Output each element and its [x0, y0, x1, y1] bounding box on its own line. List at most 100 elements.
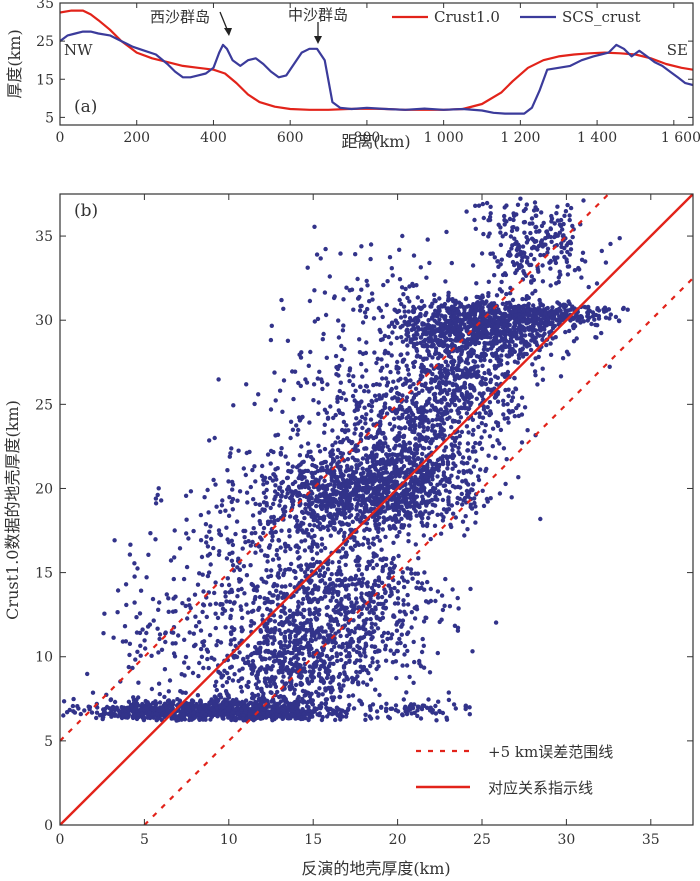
scatter-point	[394, 335, 400, 341]
scatter-point	[391, 555, 396, 561]
scatter-point	[440, 380, 446, 386]
scatter-point	[506, 420, 511, 425]
scatter-point	[498, 362, 504, 367]
scatter-point	[214, 643, 219, 648]
scatter-point	[479, 446, 485, 451]
scatter-point	[308, 507, 313, 512]
panel-a-x-axis-title: 距离(km)	[341, 132, 410, 151]
scatter-point	[542, 331, 547, 336]
scatter-point	[195, 712, 200, 717]
scatter-point	[403, 409, 408, 415]
scatter-point	[427, 458, 433, 464]
scatter-point	[368, 632, 373, 637]
scatter-point	[212, 657, 217, 662]
scatter-point	[410, 576, 415, 581]
scatter-point	[312, 523, 317, 528]
scatter-point	[332, 484, 337, 489]
scatter-point	[422, 356, 427, 361]
scatter-point	[330, 516, 335, 521]
scatter-point	[290, 650, 295, 656]
scatter-point	[440, 607, 446, 613]
scatter-point	[383, 708, 389, 714]
scatter-point	[259, 706, 264, 711]
scatter-point	[423, 479, 428, 484]
scatter-point	[369, 501, 375, 506]
scatter-point	[300, 700, 306, 705]
scatter-point	[293, 479, 298, 485]
scatter-point	[416, 556, 421, 561]
scatter-point	[281, 674, 286, 679]
scatter-point	[504, 457, 509, 462]
scatter-point	[495, 421, 501, 426]
scatter-point	[347, 702, 352, 708]
scatter-point	[293, 575, 298, 581]
scatter-point	[283, 549, 288, 554]
scatter-point	[301, 596, 306, 602]
scatter-point	[225, 670, 230, 676]
scatter-point	[226, 715, 231, 720]
scatter-point	[70, 703, 76, 709]
scatter-point	[270, 697, 276, 702]
scatter-point	[431, 392, 437, 397]
scatter-point	[456, 606, 461, 611]
scatter-point	[258, 687, 264, 692]
scatter-point	[191, 710, 196, 715]
scatter-point	[471, 482, 476, 487]
scatter-point	[383, 598, 389, 604]
scatter-point	[364, 412, 369, 417]
scatter-point	[383, 590, 388, 596]
scatter-point	[512, 326, 517, 332]
scatter-point	[389, 560, 394, 566]
scatter-point	[404, 711, 410, 717]
scatter-point	[64, 710, 70, 715]
scatter-point	[433, 486, 438, 491]
scatter-point	[361, 618, 366, 624]
scatter-point	[330, 591, 335, 596]
scatter-point	[388, 706, 393, 711]
scatter-point	[291, 622, 296, 627]
scatter-point	[346, 473, 352, 478]
scatter-point	[389, 589, 394, 595]
scatter-point	[408, 480, 414, 485]
scatter-point	[244, 716, 249, 722]
scatter-point	[468, 586, 473, 592]
scatter-point	[439, 593, 445, 598]
scatter-point	[319, 652, 325, 657]
scatter-point	[381, 630, 387, 636]
scatter-point	[376, 583, 381, 589]
scatter-point	[501, 446, 507, 451]
scatter-point	[421, 339, 426, 344]
scatter-point	[417, 586, 422, 591]
scatter-point	[380, 527, 385, 532]
scatter-point	[466, 430, 471, 435]
scatter-point	[94, 715, 99, 721]
scatter-point	[328, 706, 333, 712]
scatter-point	[426, 471, 432, 477]
scatter-point	[276, 708, 281, 714]
scatter-point	[407, 674, 412, 680]
scatter-point	[237, 489, 243, 494]
scatter-point	[356, 542, 362, 547]
scatter-point	[376, 488, 381, 493]
scatter-point	[449, 359, 454, 365]
scatter-point	[437, 481, 443, 486]
scatter-point	[108, 697, 113, 703]
scatter-point	[263, 680, 268, 686]
scatter-point	[307, 650, 312, 656]
scatter-point	[510, 390, 516, 395]
scatter-point	[311, 665, 316, 671]
scatter-point	[295, 709, 300, 715]
scatter-point	[311, 669, 316, 674]
scatter-point	[440, 497, 446, 503]
scatter-point	[366, 670, 371, 676]
scatter-point	[419, 382, 425, 388]
scatter-point	[267, 656, 272, 661]
scatter-point	[420, 523, 426, 528]
scatter-point	[473, 449, 478, 454]
scatter-point	[287, 708, 292, 713]
panel-a-frame	[59, 2, 694, 126]
scatter-point	[371, 599, 376, 604]
scatter-point	[383, 606, 388, 611]
scatter-point	[428, 536, 433, 542]
scatter-point	[265, 633, 270, 638]
